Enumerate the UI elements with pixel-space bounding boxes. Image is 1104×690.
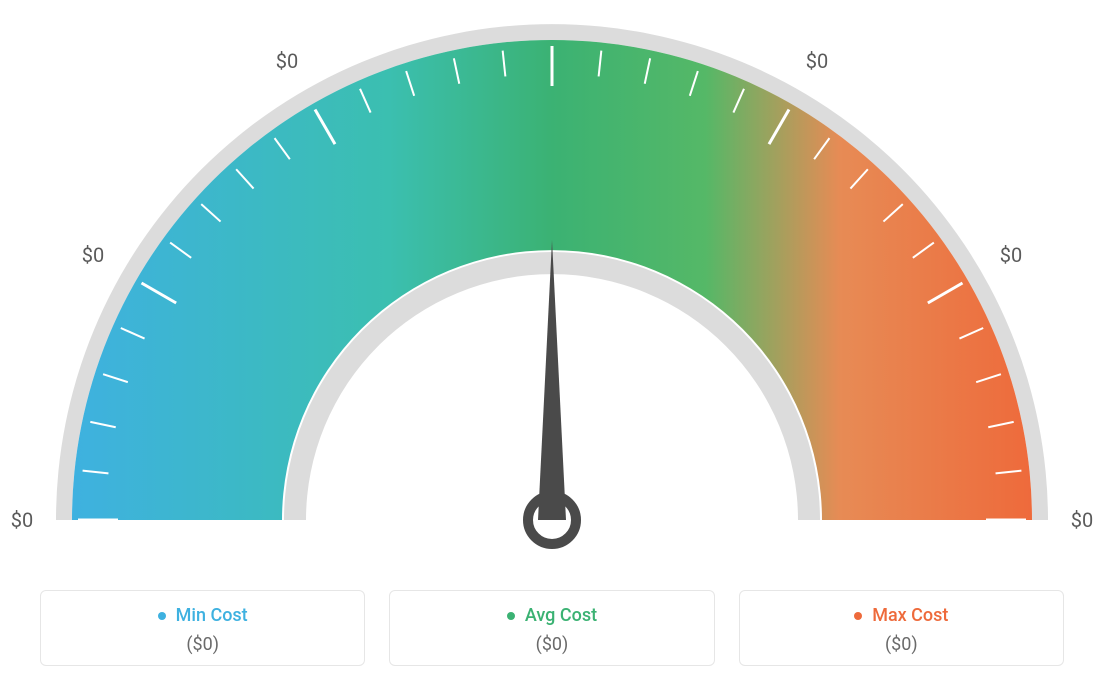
- scale-label: $0: [276, 49, 298, 73]
- legend-title-row: Max Cost: [750, 605, 1053, 626]
- legend-value: ($0): [51, 634, 354, 655]
- legend-title-row: Avg Cost: [400, 605, 703, 626]
- scale-label: $0: [806, 49, 828, 73]
- scale-label: $0: [541, 0, 563, 2]
- legend-label: Max Cost: [872, 605, 948, 626]
- legend-dot-icon: [158, 612, 166, 620]
- legend-dot-icon: [507, 612, 515, 620]
- scale-label: $0: [11, 508, 33, 532]
- legend: Min Cost ($0) Avg Cost ($0) Max Cost ($0…: [0, 590, 1104, 666]
- scale-label: $0: [1000, 243, 1022, 267]
- legend-dot-icon: [854, 612, 862, 620]
- gauge-chart: $0 $0 $0 $0 $0 $0 $0: [0, 0, 1104, 580]
- legend-value: ($0): [750, 634, 1053, 655]
- gauge-svg: [0, 0, 1104, 580]
- legend-card-min: Min Cost ($0): [40, 590, 365, 666]
- scale-label: $0: [1071, 508, 1093, 532]
- scale-label: $0: [82, 243, 104, 267]
- legend-card-avg: Avg Cost ($0): [389, 590, 714, 666]
- legend-title-row: Min Cost: [51, 605, 354, 626]
- legend-card-max: Max Cost ($0): [739, 590, 1064, 666]
- legend-label: Avg Cost: [525, 605, 597, 626]
- legend-value: ($0): [400, 634, 703, 655]
- cost-gauge-widget: $0 $0 $0 $0 $0 $0 $0 Min Cost ($0) Avg Cost ($…: [0, 0, 1104, 690]
- legend-label: Min Cost: [176, 605, 248, 626]
